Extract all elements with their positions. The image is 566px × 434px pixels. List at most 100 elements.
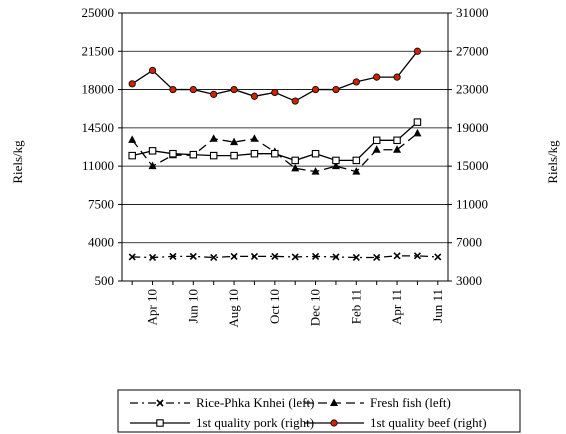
data-point [156,419,164,427]
data-point [210,253,218,262]
x-axis: Apr 10 Jun 10 Aug 10 Oct 10 Dec 10 Feb 11 Apr … [131,281,445,328]
data-point [393,252,401,260]
data-point [148,161,157,170]
data-point [250,149,259,158]
legend-label: 1st quality pork (right) [196,415,314,430]
data-point [393,136,401,145]
data-point [271,252,279,260]
data-point [393,73,401,81]
data-point [148,66,157,75]
data-point [352,156,361,165]
data-point [311,252,320,260]
data-point [291,163,300,172]
x-tick-label: Apr 11 [389,289,404,325]
data-point [330,398,338,406]
data-point [230,252,238,260]
x-tick-label: Dec 10 [308,289,323,326]
data-point [250,92,259,100]
left-tick-label: 21500 [82,43,115,58]
data-point [128,135,137,143]
left-tick-label: 25000 [82,5,115,20]
data-point [128,151,136,160]
right-tick-label: 27000 [456,43,489,58]
data-point [434,253,442,261]
series-2 [128,118,422,165]
data-point [291,97,299,105]
data-point [209,134,218,142]
data-point [169,149,177,158]
x-tick-label: Feb 11 [348,289,363,324]
data-point [169,252,177,260]
right-axis-label: Riels/kg [545,140,560,184]
legend-item: Rice-Phka Knhei (left) [130,395,314,410]
data-point [128,253,136,261]
data-point [393,145,402,153]
left-tick-label: 18000 [82,82,115,97]
right-tick-label: 11000 [456,196,488,211]
data-point [209,151,218,160]
data-point [291,156,299,165]
data-point [352,253,360,262]
right-tick-label: 31000 [456,5,489,20]
data-point [352,167,361,175]
data-point [250,134,259,142]
left-tick-label: 4000 [88,235,114,250]
data-point [413,118,422,126]
data-point [230,85,238,94]
legend: Rice-Phka Knhei (left) Fresh fish (left) 1… [130,395,487,430]
right-tick-label: 15000 [456,158,489,173]
data-point [189,150,198,159]
data-point [373,253,381,262]
data-point [372,145,381,153]
left-axis-label: Riels/kg [10,140,25,184]
data-point [413,128,422,137]
legend-label: Fresh fish (left) [370,395,451,410]
data-point [189,252,197,260]
data-point [352,78,360,86]
x-tick-label: Jun 11 [430,289,445,323]
data-point [148,253,157,262]
data-point [413,47,422,55]
data-point [330,419,338,427]
data-point [156,399,164,407]
data-point [331,161,340,170]
plot-area [121,12,449,282]
left-tick-label: 7500 [88,196,114,211]
data-point [230,137,239,146]
left-tick-label: 500 [95,273,115,288]
legend-item: 1st quality pork (right) [130,415,314,430]
left-tick-label: 11000 [82,158,114,173]
data-point [148,147,157,155]
data-point [128,80,136,88]
data-point [210,90,218,98]
data-point [291,253,299,261]
legend-label: 1st quality beef (right) [370,415,487,430]
x-tick-label: Apr 10 [145,289,160,325]
x-tick-label: Jun 10 [185,289,200,323]
data-point [189,85,197,94]
data-point [372,136,381,145]
legend-box [117,389,521,433]
right-tick-label: 7000 [456,235,482,250]
data-point [311,149,320,158]
legend-item: 1st quality beef (right) [304,415,487,430]
left-tick-label: 14500 [82,120,115,135]
data-point [271,149,279,158]
data-point [332,156,340,165]
right-tick-label: 3000 [456,273,482,288]
data-point [250,252,259,260]
right-tick-label: 23000 [456,82,489,97]
data-point [413,252,422,260]
right-axis: 3000 7000 11000 15000 19000 23000 27000 31000 [448,5,489,288]
data-point [332,253,340,261]
data-point [311,167,320,175]
data-point [373,73,381,81]
x-tick-label: Oct 10 [267,289,282,324]
series-0 [128,252,442,262]
data-point [271,88,279,97]
right-tick-label: 19000 [456,120,489,135]
data-point [169,85,177,94]
series-line [132,255,438,259]
left-axis: 500 4000 7500 11000 14500 18000 21500 25000 [82,5,122,288]
